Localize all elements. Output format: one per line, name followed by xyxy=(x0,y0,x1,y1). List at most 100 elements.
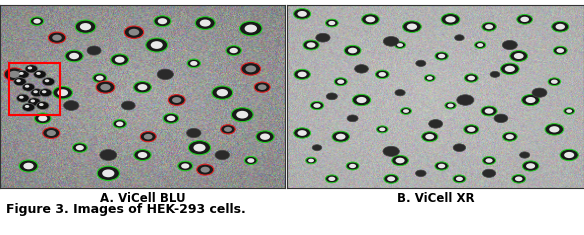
Circle shape xyxy=(157,69,173,80)
Circle shape xyxy=(115,57,124,63)
Circle shape xyxy=(416,170,426,177)
Circle shape xyxy=(361,14,379,25)
Circle shape xyxy=(140,132,156,142)
Circle shape xyxy=(517,15,533,24)
Circle shape xyxy=(134,82,151,93)
Circle shape xyxy=(72,143,87,153)
Circle shape xyxy=(344,45,361,56)
Circle shape xyxy=(75,20,96,33)
Circle shape xyxy=(494,114,508,123)
Circle shape xyxy=(256,131,274,142)
Text: B. ViCell XR: B. ViCell XR xyxy=(397,192,474,204)
Circle shape xyxy=(245,24,257,32)
Circle shape xyxy=(464,74,478,82)
Circle shape xyxy=(30,17,44,25)
Circle shape xyxy=(438,54,445,58)
Circle shape xyxy=(187,59,200,68)
Circle shape xyxy=(116,121,123,126)
Circle shape xyxy=(549,126,559,133)
Circle shape xyxy=(349,164,356,168)
Circle shape xyxy=(247,158,254,163)
Circle shape xyxy=(138,152,147,158)
Circle shape xyxy=(164,113,179,123)
Circle shape xyxy=(245,65,256,72)
Circle shape xyxy=(25,105,29,108)
Circle shape xyxy=(215,150,230,160)
Circle shape xyxy=(178,161,193,171)
Circle shape xyxy=(447,104,454,107)
Circle shape xyxy=(181,163,189,169)
Circle shape xyxy=(217,89,228,96)
Circle shape xyxy=(352,94,371,106)
Circle shape xyxy=(151,41,163,49)
Circle shape xyxy=(102,169,114,177)
Circle shape xyxy=(337,79,344,84)
Circle shape xyxy=(294,8,311,19)
Circle shape xyxy=(377,126,388,133)
Circle shape xyxy=(254,82,270,92)
Circle shape xyxy=(482,169,496,177)
Circle shape xyxy=(485,24,493,29)
Circle shape xyxy=(19,160,38,172)
Circle shape xyxy=(397,43,403,47)
Circle shape xyxy=(298,72,307,77)
Circle shape xyxy=(438,164,445,168)
Text: Figure 3. Images of HEK-293 cells.: Figure 3. Images of HEK-293 cells. xyxy=(6,203,246,216)
Circle shape xyxy=(53,86,72,99)
Circle shape xyxy=(435,52,448,60)
Circle shape xyxy=(425,134,434,139)
Circle shape xyxy=(224,127,232,132)
Circle shape xyxy=(124,26,144,39)
Circle shape xyxy=(76,145,84,150)
Circle shape xyxy=(425,75,435,81)
Circle shape xyxy=(490,71,500,77)
Circle shape xyxy=(167,116,175,121)
Circle shape xyxy=(402,21,421,32)
Circle shape xyxy=(168,95,185,106)
Circle shape xyxy=(28,98,40,106)
Circle shape xyxy=(39,103,44,106)
Circle shape xyxy=(27,67,32,69)
Circle shape xyxy=(429,120,443,128)
Circle shape xyxy=(354,65,369,73)
Circle shape xyxy=(230,48,238,53)
Circle shape xyxy=(297,130,307,136)
Circle shape xyxy=(532,88,547,97)
Circle shape xyxy=(42,78,55,86)
Circle shape xyxy=(560,149,578,161)
Circle shape xyxy=(552,21,569,32)
Circle shape xyxy=(510,51,527,62)
Circle shape xyxy=(314,103,321,108)
Circle shape xyxy=(564,152,574,158)
Circle shape xyxy=(43,128,60,138)
Circle shape xyxy=(336,134,346,140)
Circle shape xyxy=(93,74,107,82)
Circle shape xyxy=(334,78,347,86)
Circle shape xyxy=(481,106,497,116)
Circle shape xyxy=(312,145,322,151)
Circle shape xyxy=(395,42,405,48)
Circle shape xyxy=(310,101,324,110)
Circle shape xyxy=(237,111,248,118)
Circle shape xyxy=(195,17,215,29)
Circle shape xyxy=(325,175,338,183)
Circle shape xyxy=(348,48,357,53)
Circle shape xyxy=(332,131,349,142)
Circle shape xyxy=(189,141,211,155)
Circle shape xyxy=(347,115,358,122)
Circle shape xyxy=(38,115,47,121)
Circle shape xyxy=(16,79,21,82)
Circle shape xyxy=(96,81,115,93)
Circle shape xyxy=(212,86,232,99)
Circle shape xyxy=(445,102,456,109)
Circle shape xyxy=(258,84,266,90)
Circle shape xyxy=(564,108,575,114)
Circle shape xyxy=(144,134,152,140)
Circle shape xyxy=(395,158,405,163)
Circle shape xyxy=(87,46,101,55)
Circle shape xyxy=(294,69,310,79)
Circle shape xyxy=(239,21,262,36)
Circle shape xyxy=(25,65,37,73)
Circle shape xyxy=(303,40,319,50)
Circle shape xyxy=(514,53,524,59)
